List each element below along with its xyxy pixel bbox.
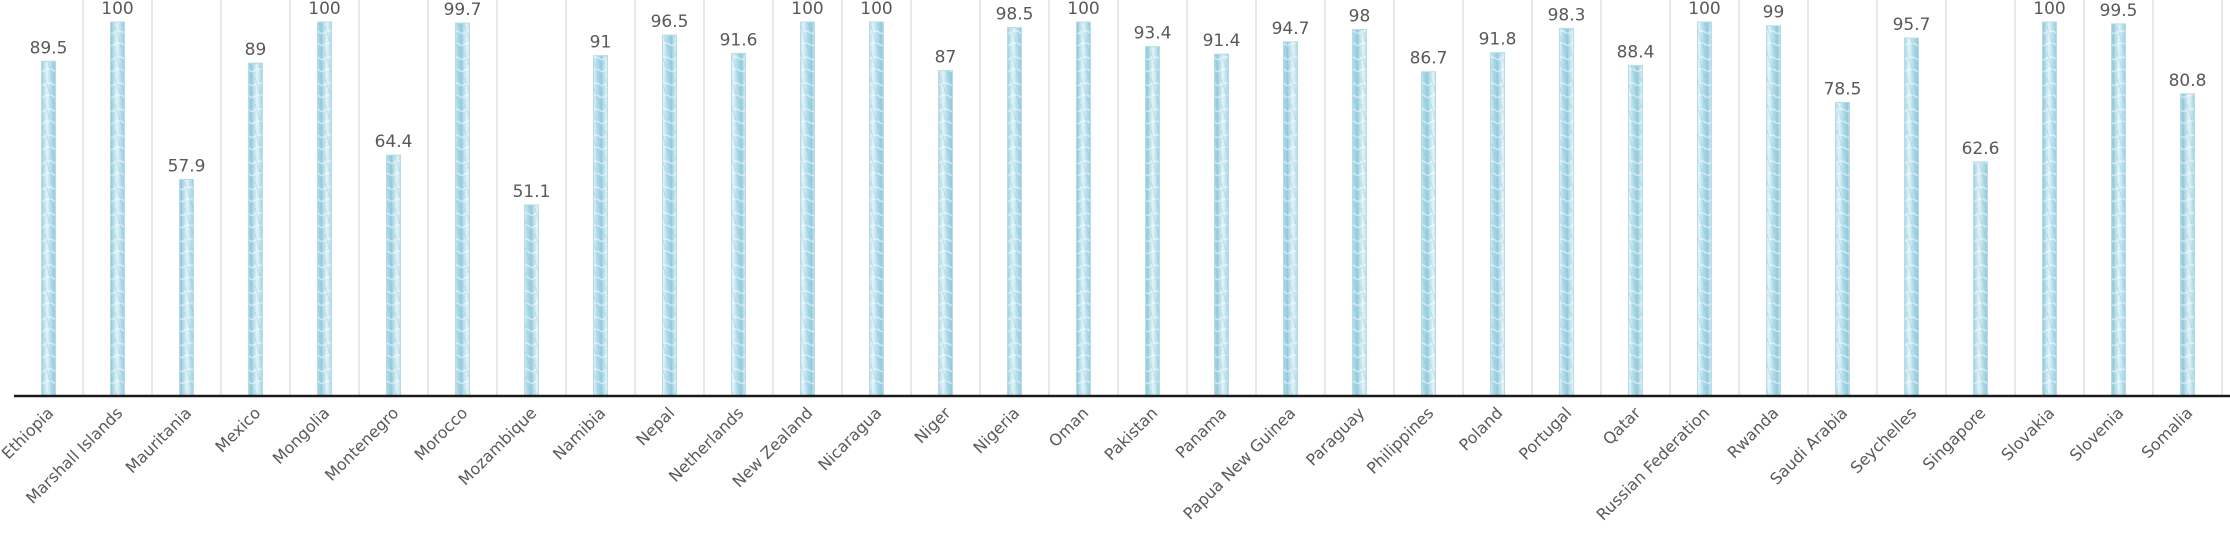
grid-lines (82, 0, 2223, 396)
bar (1628, 64, 1643, 397)
category-label: Oman (1045, 403, 1092, 450)
bar (1835, 101, 1850, 397)
bar (1973, 161, 1988, 397)
bar (41, 60, 56, 397)
bar (1007, 27, 1022, 397)
bar (110, 21, 125, 397)
category-label: Poland (1455, 403, 1506, 454)
category-label: Somalia (2138, 403, 2197, 462)
bar (662, 34, 677, 397)
data-label: 100 (1067, 0, 1099, 19)
data-label: 95.7 (1893, 15, 1931, 35)
bar (2180, 93, 2195, 397)
category-label: Mexico (211, 403, 264, 456)
bar (1697, 21, 1712, 397)
category-label: Portugal (1515, 403, 1575, 463)
data-label: 62.6 (1962, 139, 2000, 159)
data-label: 64.4 (375, 132, 413, 152)
category-label: Morocco (411, 403, 472, 464)
data-label: 78.5 (1824, 79, 1862, 99)
category-label: Rwanda (1724, 403, 1783, 462)
bar (800, 21, 815, 397)
bar (869, 21, 884, 397)
data-label: 57.9 (168, 156, 206, 176)
category-label: Nigeria (969, 403, 1023, 457)
data-label: 99.5 (2100, 1, 2138, 21)
bar (2042, 21, 2057, 397)
data-label: 94.7 (1272, 19, 1310, 39)
category-label: Slovakia (1997, 403, 2058, 464)
category-label: Papua New Guinea (1179, 403, 1299, 523)
bar (179, 178, 194, 397)
data-label: 98.5 (996, 5, 1034, 25)
bar (1145, 46, 1160, 397)
bar (317, 21, 332, 397)
data-label: 100 (860, 0, 892, 19)
category-label: Niger (910, 403, 954, 447)
data-label: 88.4 (1617, 42, 1655, 62)
bar (455, 22, 470, 397)
bar (1490, 52, 1505, 397)
category-label: Paraguay (1302, 403, 1368, 469)
category-label: Pakistan (1101, 403, 1162, 464)
data-label: 98.3 (1548, 5, 1586, 25)
category-label: Slovenia (2066, 403, 2128, 465)
bar (1352, 28, 1367, 397)
category-label: Qatar (1599, 403, 1645, 449)
category-label: Russian Federation (1592, 403, 1713, 524)
category-label: Ethiopia (0, 403, 57, 463)
value-labels: 89.5 100 57.9 89 100 64.4 99.7 51.1 91 96.5 91.6 10… (30, 0, 2207, 202)
data-label: 91 (590, 33, 612, 53)
category-label: Philippines (1363, 403, 1437, 477)
category-label: Mauritania (122, 403, 196, 477)
data-label: 100 (1688, 0, 1720, 19)
category-label: Namibia (549, 403, 609, 463)
data-label: 100 (2033, 0, 2065, 19)
bar (1559, 27, 1574, 397)
data-label: 91.6 (720, 30, 758, 50)
data-label: 99 (1763, 3, 1785, 23)
data-label: 100 (308, 0, 340, 19)
category-label: Seychelles (1847, 403, 1921, 477)
bar (248, 62, 263, 397)
data-label: 91.4 (1203, 31, 1241, 51)
bar (938, 70, 953, 397)
bar (1076, 21, 1091, 397)
bar (731, 52, 746, 397)
data-label: 96.5 (651, 12, 689, 32)
data-label: 100 (791, 0, 823, 19)
data-label: 100 (101, 0, 133, 19)
data-label: 91.8 (1479, 30, 1517, 50)
data-label: 87 (935, 48, 957, 68)
bar (1766, 25, 1781, 397)
data-label: 51.1 (513, 182, 551, 202)
bar (2111, 23, 2126, 397)
category-label: Panama (1172, 403, 1231, 462)
category-label: Mongolia (269, 403, 334, 468)
data-label: 99.7 (444, 0, 482, 20)
data-label: 89.5 (30, 38, 68, 58)
bar (1421, 71, 1436, 397)
data-label: 93.4 (1134, 24, 1172, 44)
data-label: 89 (245, 40, 267, 60)
data-label: 98 (1349, 6, 1371, 26)
bar (593, 55, 608, 397)
bar (1904, 37, 1919, 397)
bar (1214, 53, 1229, 397)
category-label: Montenegro (321, 403, 402, 484)
category-label: Nepal (632, 403, 678, 449)
bars (41, 21, 2195, 397)
data-label: 86.7 (1410, 49, 1448, 69)
bar (1283, 41, 1298, 397)
data-label: 80.8 (2169, 71, 2207, 91)
bar (386, 154, 401, 397)
category-label: Nicaragua (814, 403, 885, 474)
category-label: Singapore (1919, 403, 1990, 474)
bar (524, 204, 539, 397)
